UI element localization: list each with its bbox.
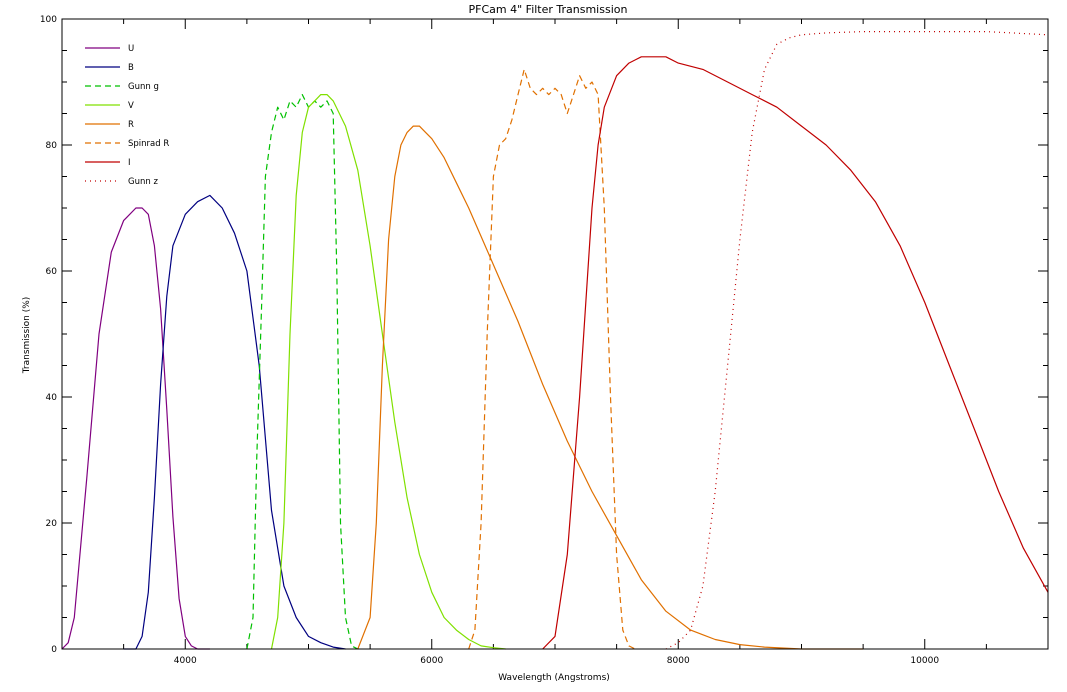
y-tick-label: 60 xyxy=(46,267,58,277)
series-line-u xyxy=(61,207,210,650)
series-line-r xyxy=(357,125,864,650)
series-line-i xyxy=(542,56,1049,650)
y-tick-label: 100 xyxy=(40,15,57,25)
legend-label-gunn-z: Gunn z xyxy=(128,177,158,187)
axis-ticks: 4000 6000 8000 10000 0 20 40 60 80 100 xyxy=(40,15,1049,666)
legend-label-i: I xyxy=(128,158,131,168)
x-tick-label: 6000 xyxy=(420,656,443,666)
series-line-v xyxy=(270,93,506,650)
series-lines xyxy=(61,31,1049,650)
series-line-b xyxy=(123,194,346,650)
y-tick-label: 0 xyxy=(51,645,57,655)
y-axis-label: Transmission (%) xyxy=(22,297,32,375)
y-tick-label: 20 xyxy=(46,519,58,529)
plot-frame xyxy=(61,18,1049,650)
series-line-spinrad-r xyxy=(468,68,636,650)
legend-label-b: B xyxy=(128,63,134,73)
legend-label-v: V xyxy=(128,101,134,111)
x-tick-label: 8000 xyxy=(667,656,690,666)
x-tick-label: 4000 xyxy=(174,656,197,666)
legend-label-r: R xyxy=(128,120,134,130)
legend-label-u: U xyxy=(128,44,134,54)
legend: UB Gunn g VR Spinrad R I Gunn z xyxy=(85,44,169,187)
x-tick-label: 10000 xyxy=(910,656,939,666)
chart-title: PFCam 4" Filter Transmission xyxy=(469,3,628,16)
legend-label-spinrad-r: Spinrad R xyxy=(128,139,169,149)
series-line-gunn-g xyxy=(246,93,359,650)
y-tick-label: 40 xyxy=(46,393,58,403)
y-tick-label: 80 xyxy=(46,141,58,151)
x-axis-label: Wavelength (Angstroms) xyxy=(498,673,610,683)
legend-label-gunn-g: Gunn g xyxy=(128,82,159,92)
